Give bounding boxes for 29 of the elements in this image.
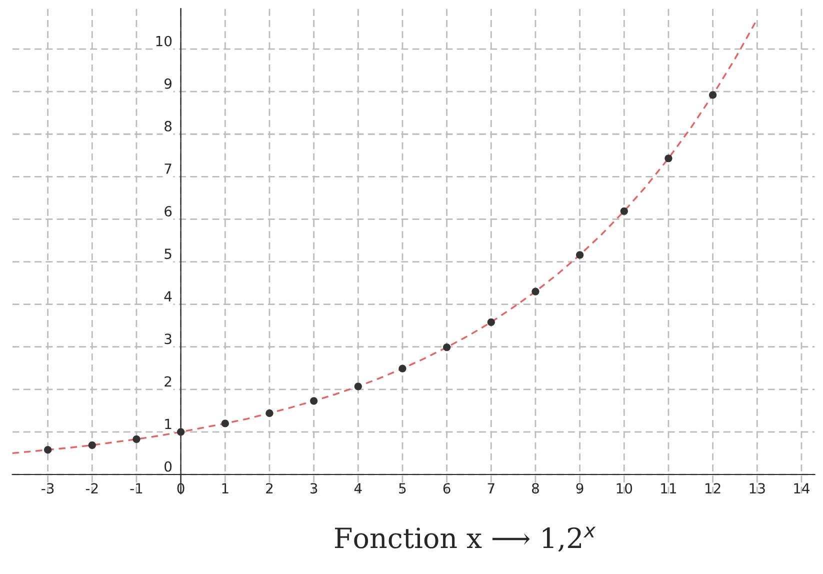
y-tick-label: 2 [164,376,172,387]
x-tick-label: 5 [399,483,406,494]
x-tick-label: 12 [705,483,720,494]
text: Fonction x ⟶ 1,2$^{x}$ [335,526,596,552]
y-tick-label: 6 [164,206,172,217]
x-tick-label: 2 [266,483,273,494]
y-tick-label: 5 [164,248,172,260]
x-tick-label: -1 [130,483,142,494]
x-tick-label: -2 [86,483,98,494]
y-tick-label: 10 [156,36,172,46]
x-tick-label: 3 [310,483,318,494]
x-tick-label: -3 [42,483,54,494]
x-tick-label: 9 [576,483,584,494]
x-tick-label: 8 [532,483,539,494]
y-tick-label: 4 [164,291,172,302]
x-tick-label: 10 [616,483,632,494]
x-tick-label: 6 [443,483,450,494]
y-tick-label: 3 [164,334,172,344]
x-tick-label: 14 [794,483,810,494]
x-tick-label: 4 [354,483,362,494]
y-tick-label: 7 [164,164,172,174]
y-tick-label: 8 [164,120,172,132]
y-tick-label: 0 [164,461,172,472]
x-tick-label: 7 [488,483,494,494]
x-tick-label: 1 [222,483,228,494]
y-tick-label: 1 [165,418,172,430]
y-tick-label: 9 [164,78,172,89]
x-tick-label: 11 [661,483,676,494]
x-tick-label: 13 [750,483,765,494]
